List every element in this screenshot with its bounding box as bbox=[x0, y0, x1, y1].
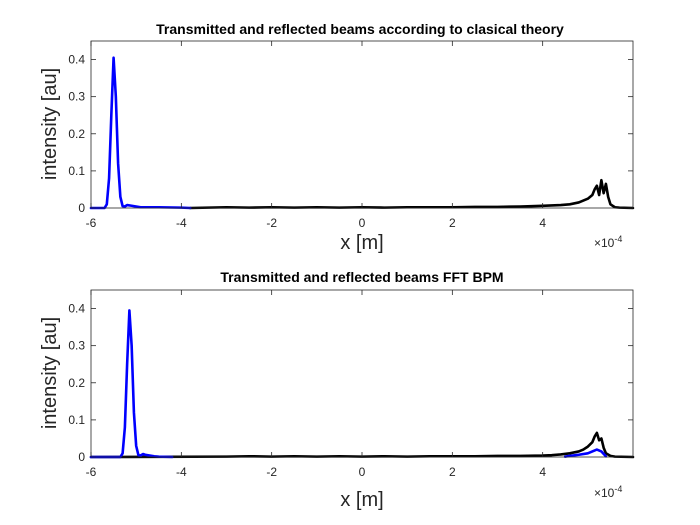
subplot-1-x-tick-label: -2 bbox=[266, 216, 277, 230]
subplot-1-x-tick-label: 4 bbox=[539, 216, 546, 230]
subplot-1-y-axis-label: intensity [au] bbox=[39, 68, 61, 180]
subplot-1-series-layer bbox=[89, 56, 635, 210]
subplot-2-x-tick-label: -4 bbox=[176, 465, 187, 479]
subplot-2-y-ticks: 0 0.1 0.2 0.3 0.4 bbox=[68, 302, 633, 464]
subplot-1-series-1-line bbox=[189, 178, 635, 210]
subplot-2-x-exponent: ×10-4 bbox=[594, 484, 622, 500]
subplot-2-x-tick-label: -2 bbox=[266, 465, 277, 479]
subplot-2-x-axis-label: x [m] bbox=[340, 489, 383, 511]
subplot-2-series-layer bbox=[89, 309, 635, 459]
subplot-2-series-3-line bbox=[563, 448, 608, 458]
subplot-1-x-tick-label: 0 bbox=[359, 216, 366, 230]
subplot-2-y-tick-label: 0 bbox=[78, 450, 85, 464]
subplot-1-y-tick-label: 0.2 bbox=[68, 127, 85, 141]
subplot-2-y-tick-label: 0.1 bbox=[68, 413, 85, 427]
subplot-1-x-ticks: -6 -4 -2 0 2 4 bbox=[86, 41, 546, 230]
subplot-1-x-exponent: ×10-4 bbox=[594, 234, 622, 250]
subplot-2-x-exponent-base: ×10 bbox=[594, 486, 615, 500]
subplot-1: Transmitted and reflected beams accordin… bbox=[39, 21, 635, 254]
subplot-2-x-tick-label: 0 bbox=[359, 465, 366, 479]
subplot-2-x-exponent-power: -4 bbox=[614, 484, 622, 494]
subplot-2-y-tick-label: 0.4 bbox=[68, 302, 85, 316]
subplot-2: Transmitted and reflected beams FFT BPM … bbox=[39, 269, 635, 511]
subplot-2-x-ticks: -6 -4 -2 0 2 4 bbox=[86, 290, 546, 479]
subplot-2-y-tick-label: 0.3 bbox=[68, 339, 85, 353]
subplot-1-y-ticks: 0 0.1 0.2 0.3 0.4 bbox=[68, 53, 633, 215]
subplot-2-x-tick-label: 4 bbox=[539, 465, 546, 479]
subplot-2-title: Transmitted and reflected beams FFT BPM bbox=[220, 269, 503, 285]
subplot-2-series-2-line bbox=[89, 309, 174, 459]
subplot-1-x-exponent-base: ×10 bbox=[594, 236, 615, 250]
subplot-2-y-axis-label: intensity [au] bbox=[39, 317, 61, 429]
subplot-1-x-tick-label: -6 bbox=[86, 216, 97, 230]
subplot-2-plot-area bbox=[91, 290, 633, 457]
subplot-1-plot-area bbox=[91, 41, 633, 208]
subplot-1-series-2-line bbox=[89, 56, 192, 210]
subplot-1-y-tick-label: 0.4 bbox=[68, 53, 85, 67]
subplot-1-title: Transmitted and reflected beams accordin… bbox=[156, 21, 564, 37]
subplot-1-x-tick-label: -4 bbox=[176, 216, 187, 230]
subplot-1-x-axis-label: x [m] bbox=[340, 232, 383, 254]
subplot-1-x-tick-label: 2 bbox=[449, 216, 456, 230]
subplot-2-x-tick-label: 2 bbox=[449, 465, 456, 479]
subplot-1-y-tick-label: 0.1 bbox=[68, 164, 85, 178]
subplot-2-x-tick-label: -6 bbox=[86, 465, 97, 479]
subplot-1-y-tick-label: 0 bbox=[78, 201, 85, 215]
subplot-2-series-1-line bbox=[89, 431, 635, 459]
subplot-1-x-exponent-power: -4 bbox=[614, 234, 622, 244]
subplot-2-y-tick-label: 0.2 bbox=[68, 376, 85, 390]
subplot-1-y-tick-label: 0.3 bbox=[68, 90, 85, 104]
